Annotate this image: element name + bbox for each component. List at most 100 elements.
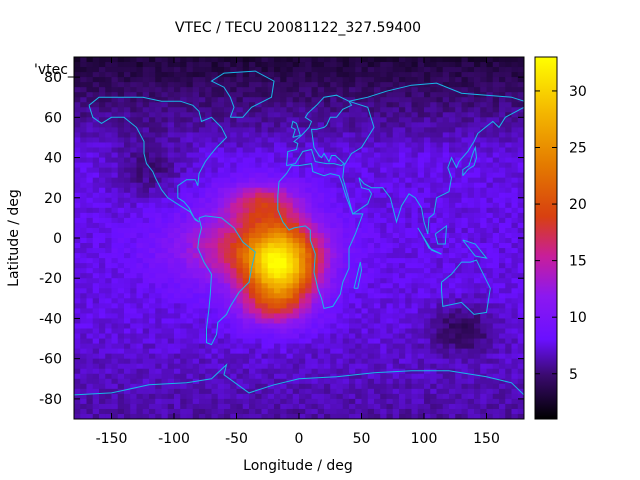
heatmap-cell (211, 328, 219, 335)
heatmap-cell (280, 152, 288, 159)
heatmap-cell (424, 172, 431, 179)
heatmap-cell (336, 127, 344, 134)
heatmap-cell (230, 142, 238, 149)
heatmap-cell (142, 268, 150, 274)
heatmap-cell (361, 137, 369, 144)
heatmap-cell (267, 258, 275, 264)
heatmap-cell (486, 378, 494, 385)
heatmap-cell (374, 137, 381, 144)
heatmap-cell (99, 122, 106, 128)
heatmap-cell (267, 117, 275, 123)
heatmap-cell (436, 248, 444, 254)
heatmap-cell (424, 338, 431, 345)
heatmap-cell (280, 383, 288, 390)
heatmap-cell (505, 157, 513, 164)
heatmap-cell (255, 62, 263, 68)
heatmap-cell (174, 238, 181, 244)
heatmap-cell (342, 338, 350, 345)
heatmap-cell (130, 147, 138, 154)
heatmap-cell (486, 177, 494, 184)
heatmap-cell (424, 378, 431, 385)
heatmap-cell (374, 308, 381, 315)
heatmap-cell (299, 353, 306, 360)
heatmap-cell (467, 227, 475, 234)
heatmap-cell (305, 207, 313, 214)
heatmap-cell (261, 328, 269, 335)
heatmap-cell (124, 373, 131, 380)
heatmap-cell (142, 202, 150, 209)
heatmap-cell (105, 227, 113, 234)
heatmap-cell (217, 232, 225, 239)
heatmap-cell (155, 308, 163, 315)
heatmap-cell (124, 192, 131, 199)
heatmap-cell (255, 348, 263, 355)
heatmap-cell (405, 358, 413, 365)
heatmap-cell (105, 288, 113, 294)
heatmap-cell (267, 343, 275, 350)
heatmap-cell (336, 308, 344, 315)
heatmap-cell (261, 393, 269, 400)
heatmap-cell (305, 288, 313, 294)
heatmap-cell (455, 318, 463, 325)
heatmap-cell (499, 132, 506, 139)
heatmap-cell (130, 318, 138, 325)
heatmap-cell (192, 152, 200, 159)
heatmap-cell (330, 358, 338, 365)
heatmap-cell (236, 388, 244, 395)
heatmap-cell (180, 212, 188, 219)
heatmap-cell (124, 313, 131, 320)
heatmap-cell (324, 192, 331, 199)
heatmap-cell (374, 393, 381, 400)
heatmap-cell (361, 167, 369, 174)
heatmap-cell (230, 283, 238, 289)
heatmap-cell (267, 112, 275, 118)
heatmap-cell (236, 258, 244, 264)
heatmap-cell (280, 393, 288, 400)
heatmap-cell (336, 328, 344, 335)
heatmap-cell (492, 293, 500, 299)
heatmap-cell (180, 268, 188, 274)
heatmap-cell (130, 243, 138, 249)
heatmap-cell (80, 373, 88, 380)
heatmap-cell (186, 248, 194, 254)
heatmap-cell (374, 87, 381, 93)
heatmap-cell (492, 97, 500, 103)
heatmap-cell (505, 117, 513, 123)
heatmap-cell (205, 293, 213, 299)
heatmap-cell (155, 383, 163, 390)
heatmap-cell (249, 408, 256, 415)
heatmap-cell (280, 77, 288, 83)
heatmap-cell (374, 333, 381, 340)
heatmap-cell (480, 363, 488, 370)
heatmap-cell (449, 147, 456, 154)
heatmap-cell (342, 303, 350, 309)
heatmap-cell (199, 388, 206, 395)
heatmap-cell (474, 253, 481, 259)
heatmap-cell (167, 182, 175, 189)
heatmap-cell (130, 248, 138, 254)
heatmap-cell (336, 338, 344, 345)
heatmap-cell (130, 268, 138, 274)
heatmap-cell (317, 137, 325, 144)
heatmap-cell (86, 368, 94, 375)
heatmap-cell (111, 408, 119, 415)
heatmap-cell (199, 132, 206, 139)
heatmap-cell (261, 288, 269, 294)
heatmap-cell (474, 87, 481, 93)
heatmap-cell (392, 177, 400, 184)
heatmap-cell (205, 393, 213, 400)
heatmap-cell (74, 353, 81, 360)
heatmap-cell (480, 368, 488, 375)
heatmap-cell (349, 207, 356, 214)
heatmap-cell (286, 127, 294, 134)
heatmap-cell (142, 132, 150, 139)
heatmap-cell (236, 273, 244, 279)
heatmap-cell (224, 398, 231, 405)
heatmap-cell (342, 323, 350, 330)
heatmap-cell (180, 217, 188, 224)
heatmap-cell (242, 82, 250, 88)
heatmap-cell (199, 92, 206, 98)
heatmap-cell (205, 227, 213, 234)
heatmap-cell (336, 102, 344, 108)
heatmap-cell (186, 378, 194, 385)
